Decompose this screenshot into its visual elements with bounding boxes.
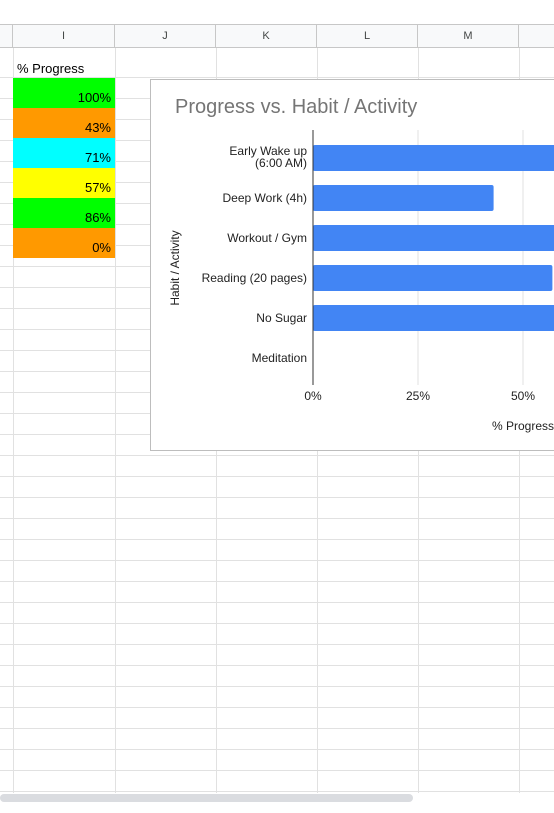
chart-plot: Early Wake up (6:00 AM) Deep Work (4h) Work… [168, 130, 554, 433]
chart-category-label-line: Reading (20 pages) [202, 271, 307, 285]
chart-category-label: Reading (20 pages) [202, 271, 307, 285]
grid-row-line [0, 686, 554, 687]
column-header-n[interactable] [519, 25, 554, 48]
progress-cell-5[interactable]: 86% [13, 198, 115, 228]
grid-row-line [0, 770, 554, 771]
horizontal-scrollbar-thumb[interactable] [0, 794, 413, 802]
grid-row-line [0, 728, 554, 729]
chart-x-tick-label: 50% [511, 389, 535, 403]
grid-row-line [0, 476, 554, 477]
progress-cell-6[interactable]: 0% [13, 228, 115, 258]
grid-row-line [0, 644, 554, 645]
chart-category-label-line: Early Wake up [229, 144, 307, 158]
grid-row-line [0, 560, 554, 561]
grid-row-line [0, 602, 554, 603]
chart-category-label: Meditation [252, 351, 307, 365]
chart-title: Progress vs. Habit / Activity [175, 96, 418, 118]
grid-row-line [0, 77, 554, 78]
chart-category-label: Early Wake up (6:00 AM) [229, 144, 307, 170]
chart-category-label-line: (6:00 AM) [255, 156, 307, 170]
grid-row-line [0, 518, 554, 519]
column-header-m[interactable]: M [418, 25, 519, 48]
progress-cell-2[interactable]: 43% [13, 108, 115, 138]
column-header-i[interactable]: I [13, 25, 115, 48]
bar-chart[interactable]: Progress vs. Habit / Activity Early Wake… [150, 79, 554, 451]
chart-category-label: Workout / Gym [227, 231, 307, 245]
column-header-l[interactable]: L [317, 25, 418, 48]
progress-cell-4[interactable]: 57% [13, 168, 115, 198]
chart-category-label-line: Deep Work (4h) [223, 191, 307, 205]
grid-row-line [0, 539, 554, 540]
chart-bar [313, 145, 554, 171]
grid-row-line [0, 623, 554, 624]
column-header-j[interactable]: J [115, 25, 216, 48]
progress-cell-1[interactable]: 100% [13, 78, 115, 108]
chart-x-axis-title: % Progress [492, 419, 554, 433]
chart-category-label-line: Meditation [252, 351, 307, 365]
chart-x-tick-label: 0% [304, 389, 322, 403]
bottom-strip [0, 803, 554, 813]
grid-row-line [0, 497, 554, 498]
grid-row-line [0, 749, 554, 750]
progress-column-header[interactable]: % Progress [17, 61, 85, 76]
grid-column-line [115, 48, 116, 793]
grid-row-line [0, 791, 554, 792]
grid-column-line [13, 48, 14, 793]
chart-category-label: No Sugar [256, 311, 307, 325]
grid-row-line [0, 455, 554, 456]
grid-row-line [0, 707, 554, 708]
grid-row-line [0, 581, 554, 582]
chart-bar [313, 185, 494, 211]
chart-category-label-line: Workout / Gym [227, 231, 307, 245]
progress-cell-3[interactable]: 71% [13, 138, 115, 168]
chart-bar [313, 265, 553, 291]
grid-row-line [0, 665, 554, 666]
chart-category-label: Deep Work (4h) [223, 191, 307, 205]
column-header-h[interactable] [0, 25, 13, 48]
column-header-k[interactable]: K [216, 25, 317, 48]
column-header-bar: I J K L M [0, 24, 554, 48]
chart-category-label-line: No Sugar [256, 311, 307, 325]
chart-x-tick-label: 25% [406, 389, 430, 403]
chart-bar [313, 225, 554, 251]
chart-bar [313, 305, 554, 331]
chart-y-axis-title: Habit / Activity [168, 230, 182, 305]
